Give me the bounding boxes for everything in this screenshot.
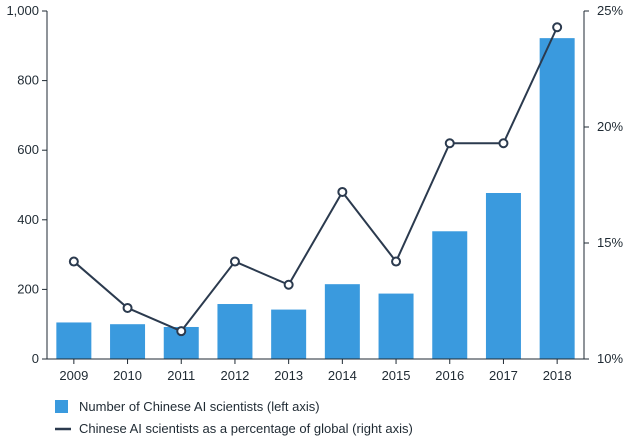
line-point-2014 [337, 186, 348, 197]
right-tick-label: 10% [597, 351, 623, 366]
line-point-2018 [552, 22, 563, 33]
x-tick-label: 2010 [113, 368, 142, 383]
line-point-2015 [391, 256, 402, 267]
left-tick-label: 600 [17, 142, 39, 157]
left-tick-label: 0 [32, 351, 39, 366]
bar-2009 [56, 322, 92, 359]
x-tick-label: 2009 [59, 368, 88, 383]
x-tick-label: 2018 [543, 368, 572, 383]
line-point-2009 [68, 256, 79, 267]
x-tick-label: 2016 [435, 368, 464, 383]
left-tick-label: 1,000 [6, 3, 39, 18]
x-tick-label: 2012 [220, 368, 249, 383]
line-point-2011 [176, 326, 187, 337]
line-point-2012 [229, 256, 240, 267]
legend-bar-label: Number of Chinese AI scientists (left ax… [79, 399, 320, 414]
bar-2017 [485, 193, 521, 359]
legend-bar-swatch [55, 400, 68, 413]
percentage-line [73, 26, 559, 333]
line-point-2016 [444, 138, 455, 149]
x-tick-label: 2011 [167, 368, 195, 383]
legend-line-label: Chinese AI scientists as a percentage of… [79, 421, 413, 436]
line-point-2010 [122, 302, 133, 313]
bar-2012 [217, 304, 253, 359]
bar-2016 [432, 231, 468, 359]
left-tick-label: 200 [17, 281, 39, 296]
line-point-2017 [498, 138, 509, 149]
right-tick-label: 20% [597, 119, 623, 134]
right-tick-label: 25% [597, 3, 623, 18]
bar-2018 [539, 38, 575, 359]
x-tick-label: 2015 [382, 368, 411, 383]
line-point-2013 [283, 279, 294, 290]
line-layer [68, 22, 563, 337]
x-tick-label: 2017 [489, 368, 518, 383]
left-tick-label: 800 [17, 73, 39, 88]
bar-2010 [110, 324, 146, 359]
x-tick-label: 2014 [328, 368, 357, 383]
axes-layer: 0 200 400 600 800 1,000 10% 15% 20% 25% 2009 2010 20… [6, 3, 623, 383]
bar-2015 [378, 293, 414, 359]
left-tick-label: 400 [17, 212, 39, 227]
x-tick-label: 2013 [274, 368, 303, 383]
bars-layer [56, 38, 575, 359]
bar-2014 [324, 284, 360, 359]
bar-2013 [271, 309, 307, 359]
right-tick-label: 15% [597, 235, 623, 250]
legend-layer: Number of Chinese AI scientists (left ax… [55, 399, 413, 436]
